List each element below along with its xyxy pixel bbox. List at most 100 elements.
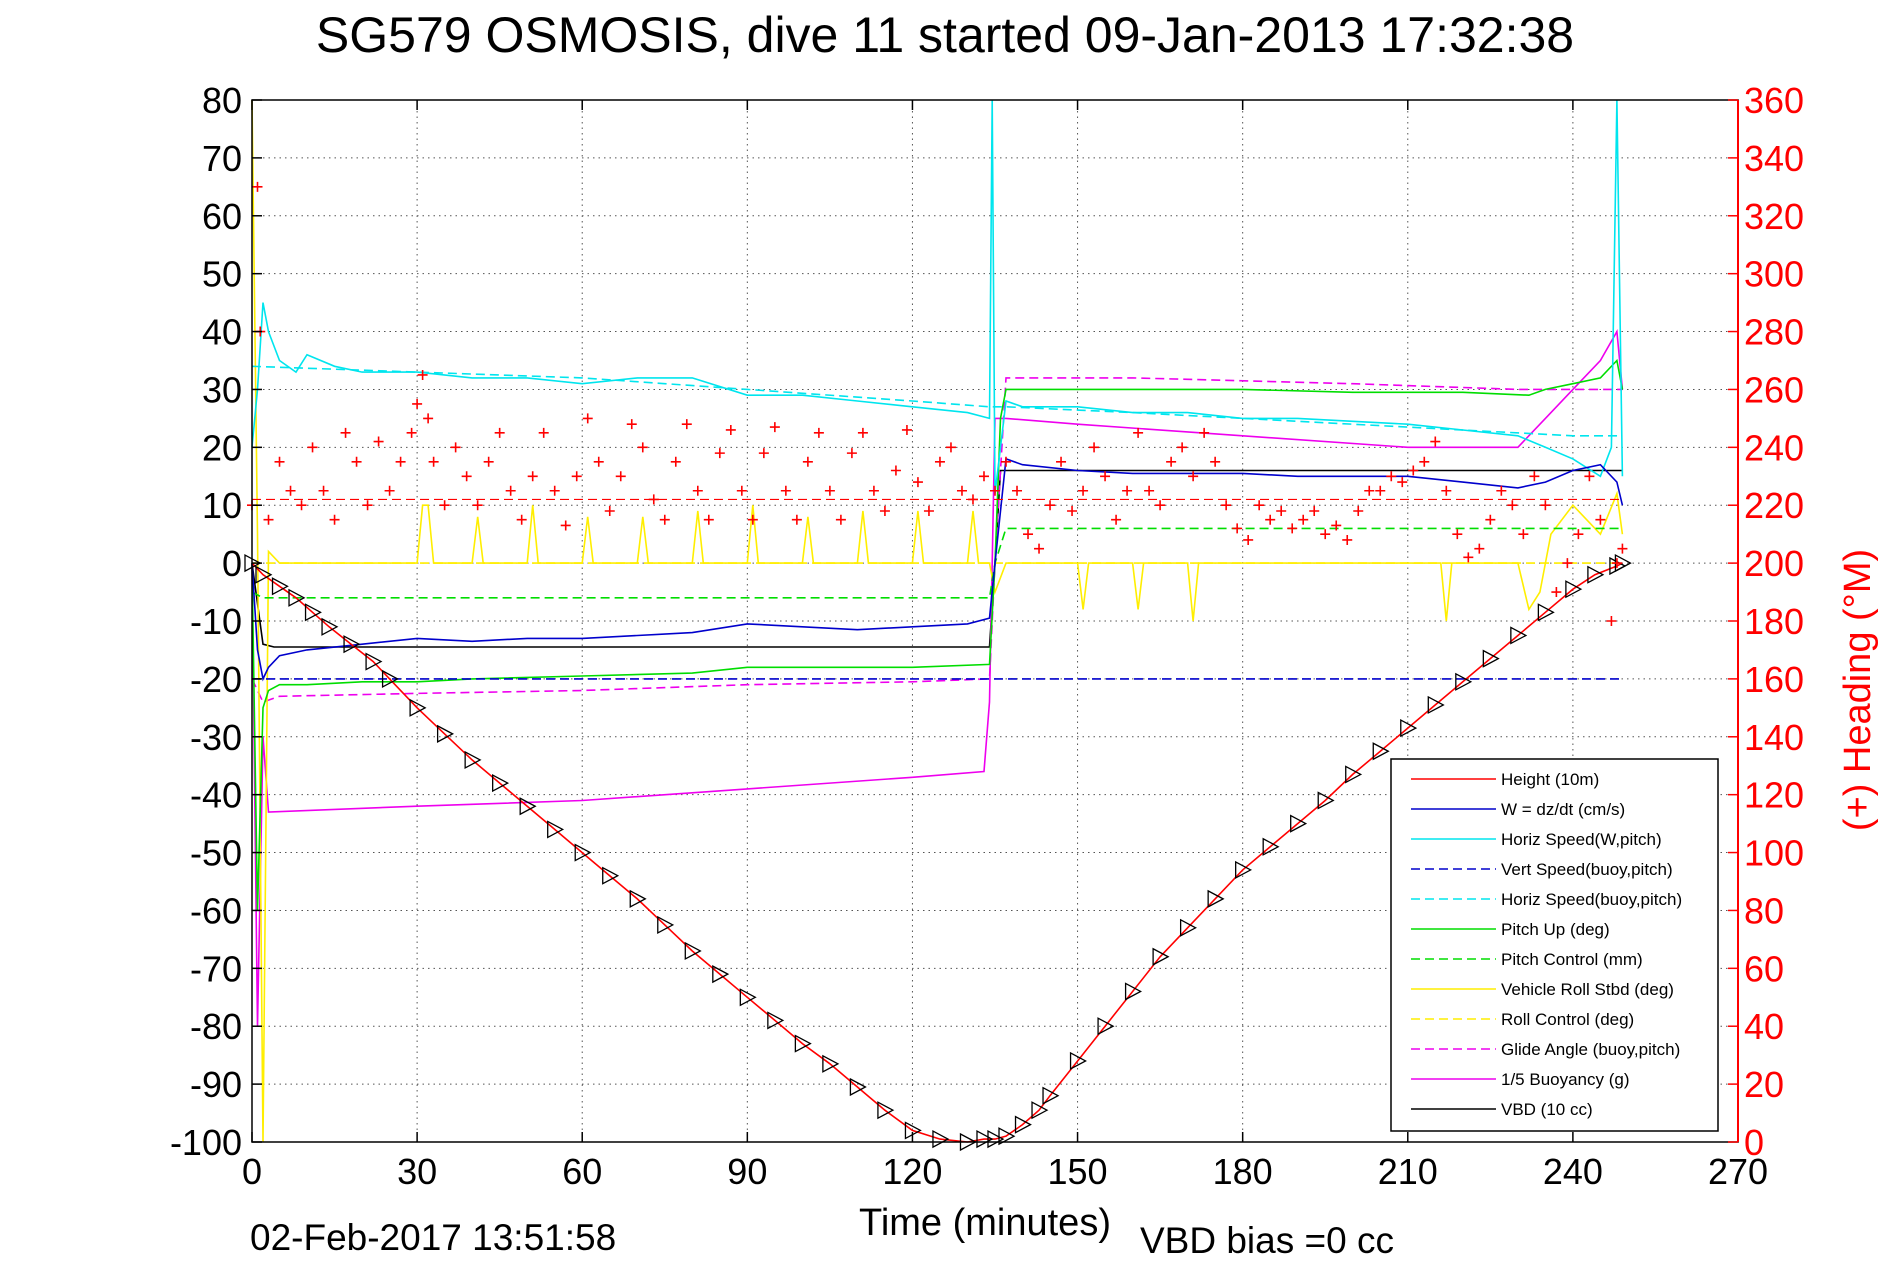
- data-point: [767, 1011, 785, 1030]
- data-point: [582, 413, 593, 424]
- data-point: [1045, 500, 1056, 511]
- data-point: [412, 398, 423, 409]
- data-point: [626, 419, 637, 430]
- data-point: [1441, 485, 1452, 496]
- data-point: [1124, 982, 1142, 1001]
- data-point: [1235, 860, 1253, 880]
- data-point: [1496, 485, 1507, 496]
- data-point: [1221, 500, 1232, 511]
- data-point: [1069, 1051, 1087, 1071]
- data-point: [637, 442, 648, 453]
- series-line: [251, 527, 1623, 599]
- data-point: [406, 427, 417, 438]
- data-point: [1565, 580, 1583, 599]
- data-point: [824, 485, 835, 496]
- data-point: [1287, 523, 1298, 534]
- legend-label: Horiz Speed(buoy,pitch): [1501, 890, 1682, 909]
- data-point: [1144, 485, 1155, 496]
- data-point: [1166, 456, 1177, 467]
- data-point: [362, 500, 373, 511]
- data-point: [703, 514, 714, 525]
- legend-label: Glide Angle (buoy,pitch): [1501, 1040, 1680, 1059]
- x-tick-label: 120: [882, 1151, 942, 1192]
- data-point: [538, 427, 549, 438]
- data-point: [1537, 603, 1555, 622]
- data-point: [549, 485, 560, 496]
- data-point: [384, 485, 395, 496]
- y-tick-label: -100: [170, 1122, 242, 1163]
- legend-label: W = dz/dt (cm/s): [1501, 800, 1625, 819]
- data-point: [1265, 514, 1276, 525]
- y2-tick-label: 360: [1744, 80, 1804, 121]
- y-tick-label: 40: [202, 312, 242, 353]
- data-point: [934, 456, 945, 467]
- y-tick-label: -80: [190, 1006, 242, 1047]
- data-point: [890, 465, 901, 476]
- data-point: [1353, 506, 1364, 517]
- data-point: [901, 424, 912, 435]
- data-point: [990, 485, 1000, 496]
- data-point: [1014, 1115, 1032, 1134]
- data-point: [998, 1127, 1016, 1146]
- data-point: [879, 506, 890, 517]
- data-point: [1056, 456, 1067, 467]
- y2-tick-label: 320: [1744, 196, 1804, 237]
- data-point: [739, 988, 757, 1007]
- data-point: [1199, 427, 1210, 438]
- data-point: [351, 456, 362, 467]
- data-point: [849, 1077, 867, 1097]
- data-point: [516, 514, 527, 525]
- legend-label: Vert Speed(buoy,pitch): [1501, 860, 1673, 879]
- data-point: [615, 471, 626, 482]
- chart-title: SG579 OSMOSIS, dive 11 started 09-Jan-20…: [316, 7, 1574, 63]
- series-line: [251, 562, 1623, 1143]
- data-point: [296, 500, 307, 511]
- data-point: [343, 635, 361, 654]
- data-point: [1317, 791, 1335, 810]
- data-point: [519, 797, 537, 816]
- y-tick-label: 10: [202, 485, 242, 526]
- y-tick-label: 0: [222, 543, 242, 584]
- data-point: [813, 427, 824, 438]
- legend-label: Roll Control (deg): [1501, 1010, 1634, 1029]
- data-point: [1254, 500, 1265, 511]
- y2-tick-label: 120: [1744, 775, 1804, 816]
- data-point: [602, 866, 620, 885]
- y-tick-label: -40: [190, 775, 242, 816]
- legend-label: 1/5 Buoyancy (g): [1501, 1070, 1630, 1089]
- data-point: [409, 698, 427, 717]
- data-point: [1331, 520, 1342, 531]
- series-line: [251, 358, 1624, 911]
- data-point: [657, 915, 675, 935]
- series-line: [251, 377, 1623, 703]
- y2-tick-label: 80: [1744, 890, 1784, 931]
- data-point: [483, 456, 494, 467]
- data-point: [1177, 442, 1188, 453]
- y-tick-label: -70: [190, 948, 242, 989]
- data-point: [271, 577, 289, 596]
- legend-label: Vehicle Roll Stbd (deg): [1501, 980, 1674, 999]
- series-vehicle-roll-stbd-deg: [251, 99, 1624, 1143]
- data-point: [1031, 1101, 1049, 1120]
- data-point: [877, 1101, 895, 1120]
- series-line: [251, 99, 1624, 1143]
- y2-tick-label: 240: [1744, 427, 1804, 468]
- data-point: [450, 442, 461, 453]
- x-tick-label: 270: [1708, 1151, 1768, 1192]
- data-point: [714, 448, 725, 459]
- data-point: [835, 514, 846, 525]
- data-point: [593, 456, 604, 467]
- x-tick-label: 60: [562, 1151, 602, 1192]
- data-point: [1345, 765, 1363, 784]
- data-point: [1606, 616, 1617, 626]
- x-tick-label: 30: [397, 1151, 437, 1192]
- data-point: [791, 514, 802, 525]
- series-heading: [247, 181, 1628, 626]
- y-tick-label: 70: [202, 138, 242, 179]
- data-point: [288, 588, 306, 607]
- series-layer: [244, 99, 1632, 1152]
- data-point: [274, 456, 285, 467]
- data-point: [1562, 558, 1573, 569]
- data-point: [857, 427, 868, 438]
- legend: Height (10m) W = dz/dt (cm/s) Horiz Speed(…: [1390, 758, 1719, 1132]
